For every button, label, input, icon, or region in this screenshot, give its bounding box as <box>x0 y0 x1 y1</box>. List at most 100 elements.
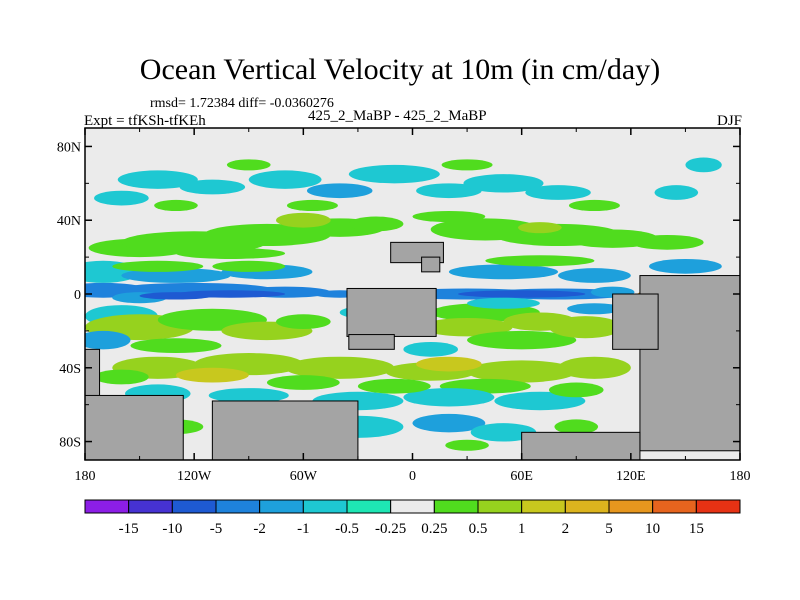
anomaly-patch <box>286 199 338 211</box>
land-mask <box>521 431 641 460</box>
colorbar-label: -1 <box>297 521 310 537</box>
colorbar-label: 15 <box>689 521 704 537</box>
x-tick-label: 0 <box>409 469 416 484</box>
anomaly-patch <box>306 183 373 199</box>
anomaly-patch <box>649 258 722 274</box>
x-tick-label: 180 <box>730 469 751 484</box>
colorbar-label: 0.25 <box>421 521 447 537</box>
colorbar-label: -5 <box>210 521 223 537</box>
anomaly-patch <box>175 367 249 383</box>
y-tick-label: 40S <box>59 362 81 377</box>
anomaly-patch <box>467 297 540 309</box>
anomaly-patch <box>448 264 559 280</box>
stats-text: rmsd= 1.72384 diff= -0.0360276 <box>150 96 334 111</box>
colorbar-swatch <box>302 499 348 514</box>
anomaly-patch <box>94 369 149 385</box>
x-tick-label: 60E <box>510 469 533 484</box>
chart-title: Ocean Vertical Velocity at 10m (in cm/da… <box>139 53 661 86</box>
anomaly-patch <box>685 157 722 173</box>
colorbar-swatch <box>608 499 654 514</box>
anomaly-patch <box>357 378 431 394</box>
case-label: 425_2_MaBP - 425_2_MaBP <box>308 108 487 124</box>
anomaly-patch <box>226 159 271 171</box>
anomaly-patch <box>276 314 331 330</box>
x-tick-label: 120W <box>177 469 212 484</box>
land-mask <box>346 287 437 337</box>
anomaly-patch <box>121 268 231 283</box>
colorbar-swatch <box>521 499 566 514</box>
land-mask <box>85 394 184 460</box>
anomaly-patch <box>175 247 286 259</box>
anomaly-patch <box>285 356 395 379</box>
colorbar-label: 1 <box>518 521 526 537</box>
anomaly-patch <box>412 211 486 223</box>
anomaly-patch <box>179 179 246 195</box>
anomaly-patch <box>139 292 213 300</box>
anomaly-patch <box>403 388 495 407</box>
season-label: DJF <box>716 113 742 129</box>
heatmap-field <box>85 128 740 460</box>
anomaly-patch <box>416 356 482 372</box>
colorbar-label: -0.25 <box>375 521 406 537</box>
colorbar-swatch <box>259 499 304 514</box>
anomaly-patch <box>568 199 620 211</box>
y-tick-label: 80S <box>59 436 81 451</box>
colorbar-swatch <box>695 499 741 514</box>
colorbar-label: 0.5 <box>469 521 488 537</box>
anomaly-patch <box>494 391 586 411</box>
anomaly-patch <box>485 255 595 267</box>
land-mask <box>421 256 441 273</box>
land-mask <box>211 400 359 460</box>
y-tick-label: 0 <box>74 288 81 303</box>
colorbar-swatch <box>84 499 130 514</box>
colorbar-label: -0.5 <box>335 521 359 537</box>
experiment-label: Expt = tfKSh-tfKEh <box>84 113 206 129</box>
colorbar-label: 10 <box>645 521 660 537</box>
anomaly-patch <box>654 185 699 200</box>
anomaly-patch <box>467 330 577 350</box>
colorbar-swatch <box>128 499 173 514</box>
anomaly-patch <box>266 375 340 390</box>
anomaly-patch <box>457 290 586 298</box>
y-tick-label: 80N <box>57 140 81 155</box>
anomaly-patch <box>85 330 131 350</box>
colorbar-swatch <box>477 499 523 514</box>
anomaly-patch <box>548 382 604 398</box>
land-mask <box>612 293 659 350</box>
colorbar-swatch <box>390 499 435 514</box>
anomaly-patch <box>276 212 331 228</box>
y-tick-label: 40N <box>57 214 81 229</box>
x-tick-label: 120E <box>616 469 646 484</box>
x-tick-label: 60W <box>290 469 318 484</box>
anomaly-patch <box>467 360 577 383</box>
anomaly-patch <box>558 356 631 379</box>
anomaly-patch <box>558 268 631 283</box>
anomaly-patch <box>130 338 222 354</box>
anomaly-patch <box>445 439 489 451</box>
anomaly-patch <box>548 316 622 339</box>
colorbar-label: 5 <box>605 521 613 537</box>
anomaly-patch <box>412 413 486 433</box>
anomaly-patch <box>630 234 704 250</box>
anomaly-patch <box>117 170 198 189</box>
anomaly-patch <box>554 419 599 435</box>
colorbar-label: -10 <box>162 521 182 537</box>
anomaly-patch <box>441 159 493 171</box>
anomaly-patch <box>248 170 322 189</box>
colorbar-swatch <box>171 499 217 514</box>
colorbar-swatch <box>652 499 697 514</box>
colorbar-swatch <box>215 499 261 514</box>
anomaly-patch <box>348 164 440 184</box>
anomaly-patch <box>348 216 404 232</box>
anomaly-patch <box>463 174 544 193</box>
colorbar-label: -15 <box>119 521 139 537</box>
anomaly-patch <box>421 317 513 337</box>
anomaly-patch <box>112 260 204 272</box>
anomaly-patch <box>567 303 622 315</box>
colorbar-swatch <box>564 499 610 514</box>
anomaly-patch <box>212 260 286 272</box>
anomaly-patch <box>154 199 198 211</box>
anomaly-patch <box>525 185 591 200</box>
anomaly-patch <box>208 388 289 403</box>
